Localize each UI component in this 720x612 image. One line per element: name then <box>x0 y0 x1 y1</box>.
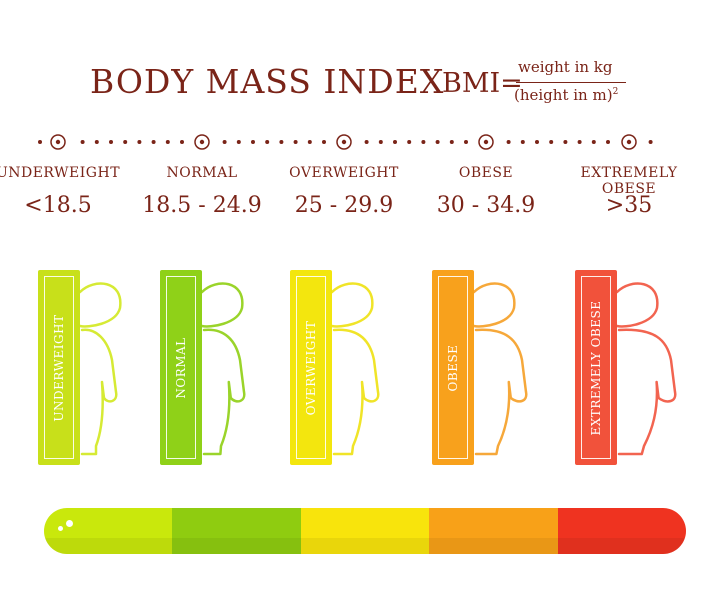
body-figure: EXTREMELY OBESE <box>575 270 685 470</box>
body-figure: OBESE <box>432 270 542 470</box>
timeline-dot <box>520 140 525 144</box>
timeline-dot <box>165 140 170 144</box>
category-book: UNDERWEIGHT <box>38 270 80 465</box>
category-range: 25 - 29.9 <box>294 193 394 218</box>
denominator-text: (height in m) <box>514 86 613 104</box>
formula-denominator: (height in m)2 <box>514 86 618 104</box>
timeline-marker-icon <box>336 134 352 150</box>
dotted-timeline <box>38 134 653 150</box>
timeline-marker-icon <box>194 134 210 150</box>
timeline-marker-icon <box>478 134 494 150</box>
timeline-dot <box>648 140 653 144</box>
timeline-dot <box>577 140 582 144</box>
timeline-dot <box>307 140 312 144</box>
timeline-dot <box>606 140 610 144</box>
timeline-dot <box>109 140 113 144</box>
bmi-formula: BMI= weight in kg (height in m)2 <box>442 58 672 118</box>
timeline-dot <box>151 140 156 144</box>
book-label: UNDERWEIGHT <box>52 313 66 422</box>
timeline-dot <box>563 140 568 144</box>
book-frame: OVERWEIGHT <box>296 276 326 459</box>
timeline-dot <box>279 140 284 144</box>
person-outline-icon <box>615 282 677 456</box>
category-range: 30 - 34.9 <box>436 193 536 218</box>
timeline-dot <box>80 140 85 144</box>
page-title: BODY MASS INDEX <box>90 62 445 101</box>
book-frame: UNDERWEIGHT <box>44 276 74 459</box>
timeline-dot <box>435 140 440 144</box>
timeline-marker-icon <box>50 134 66 150</box>
timeline-dot <box>449 140 454 144</box>
timeline-dot <box>591 140 596 144</box>
scale-segment <box>44 508 173 554</box>
timeline-dot <box>322 140 326 144</box>
book-frame: NORMAL <box>166 276 196 459</box>
category-label: UNDERWEIGHT <box>0 165 121 181</box>
category-book: NORMAL <box>160 270 202 465</box>
body-figure: UNDERWEIGHT <box>38 270 148 470</box>
timeline-dot <box>364 140 369 144</box>
timeline-dot <box>407 140 412 144</box>
category-range: 18.5 - 24.9 <box>142 193 262 218</box>
person-outline-icon <box>330 282 380 456</box>
timeline-dot <box>137 140 142 144</box>
timeline-marker-icon <box>621 134 637 150</box>
timeline-dot <box>94 140 99 144</box>
book-label: EXTREMELY OBESE <box>589 300 603 435</box>
category-label: OBESE <box>458 165 514 181</box>
timeline-dot <box>549 140 554 144</box>
body-figure: NORMAL <box>160 270 270 470</box>
book-label: NORMAL <box>174 336 188 399</box>
timeline-dot <box>378 140 383 144</box>
category-range: <18.5 <box>24 193 92 218</box>
fraction-bar <box>516 82 626 83</box>
timeline-dot <box>393 140 397 144</box>
timeline-dot <box>123 140 128 144</box>
person-outline-icon <box>200 282 246 456</box>
timeline-dot <box>180 140 184 144</box>
body-figure: OVERWEIGHT <box>290 270 400 470</box>
formula-exponent: 2 <box>612 87 619 97</box>
timeline-dot <box>251 140 255 144</box>
timeline-dot <box>293 140 298 144</box>
formula-numerator: weight in kg <box>518 58 613 76</box>
book-frame: OBESE <box>438 276 468 459</box>
book-frame: EXTREMELY OBESE <box>581 276 611 459</box>
category-label: EXTREMELY OBESE <box>580 165 678 197</box>
scale-segment <box>172 508 302 554</box>
timeline-dot <box>265 140 270 144</box>
timeline-dot <box>222 140 227 144</box>
category-book: OVERWEIGHT <box>290 270 332 465</box>
timeline-dot <box>38 140 42 144</box>
book-label: OVERWEIGHT <box>304 320 318 415</box>
shine-dot-small <box>58 526 63 531</box>
scale-segment <box>557 508 686 554</box>
category-label: NORMAL <box>166 165 238 181</box>
person-outline-icon <box>472 282 528 456</box>
category-book: OBESE <box>432 270 474 465</box>
category-book: EXTREMELY OBESE <box>575 270 617 465</box>
scale-segment <box>429 508 559 554</box>
timeline-dot <box>535 140 539 144</box>
category-label: OVERWEIGHT <box>289 165 399 181</box>
timeline-dot <box>421 140 426 144</box>
timeline-dot <box>236 140 241 144</box>
category-range: >35 <box>605 193 653 218</box>
bmi-color-scale <box>44 508 686 554</box>
formula-lhs: BMI= <box>442 68 523 99</box>
scale-segment <box>300 508 430 554</box>
timeline-dot <box>464 140 468 144</box>
person-outline-icon <box>78 282 122 456</box>
timeline-dot <box>506 140 511 144</box>
book-label: OBESE <box>446 344 460 391</box>
shine-dot <box>66 520 73 527</box>
